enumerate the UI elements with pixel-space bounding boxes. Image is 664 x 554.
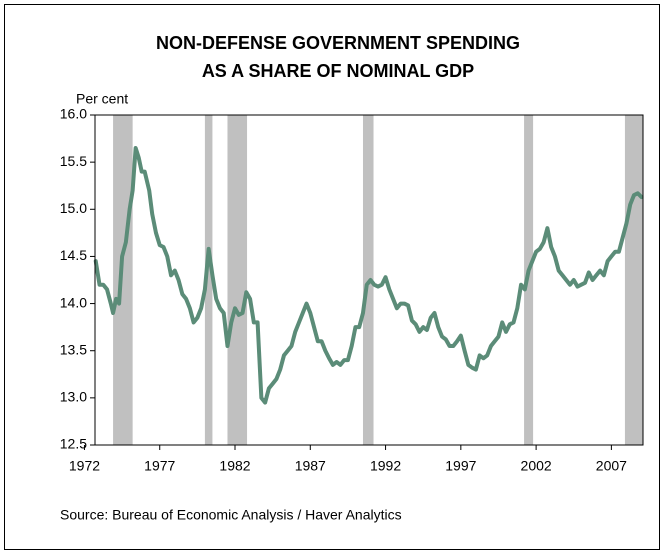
x-tick-label: 2002 xyxy=(521,458,552,474)
plot-frame xyxy=(94,114,644,446)
chart-title: NON-DEFENSE GOVERNMENT SPENDING xyxy=(156,33,520,53)
x-tick-label: 1992 xyxy=(370,458,401,474)
data-line xyxy=(93,146,644,405)
y-tick-label: 15.5 xyxy=(60,153,87,169)
x-tick-label: 1972 xyxy=(69,458,100,474)
x-tick-label: 1987 xyxy=(295,458,326,474)
x-tick-label: 1977 xyxy=(144,458,175,474)
y-axis-label: Per cent xyxy=(76,91,128,107)
x-tick-label: 1982 xyxy=(219,458,250,474)
recession-band xyxy=(227,115,248,445)
recession-band xyxy=(204,115,213,445)
y-tick-label: 13.5 xyxy=(60,341,87,357)
recession-band xyxy=(113,115,133,445)
y-tick-label: 14.5 xyxy=(60,247,87,263)
y-tick-label: 14.0 xyxy=(60,294,87,310)
x-tick-label: 2007 xyxy=(596,458,627,474)
y-tick-label: 16.0 xyxy=(60,106,87,122)
y-tick-label: 13.0 xyxy=(60,389,87,405)
source-note: Source: Bureau of Economic Analysis / Ha… xyxy=(60,507,402,523)
chart-title: AS A SHARE OF NOMINAL GDP xyxy=(202,61,474,81)
x-tick-label: 1997 xyxy=(445,458,476,474)
y-tick-label: 12.5 xyxy=(60,436,87,452)
y-tick-label: 15.0 xyxy=(60,200,87,216)
recession-band xyxy=(624,115,643,445)
chart-border xyxy=(4,4,660,550)
